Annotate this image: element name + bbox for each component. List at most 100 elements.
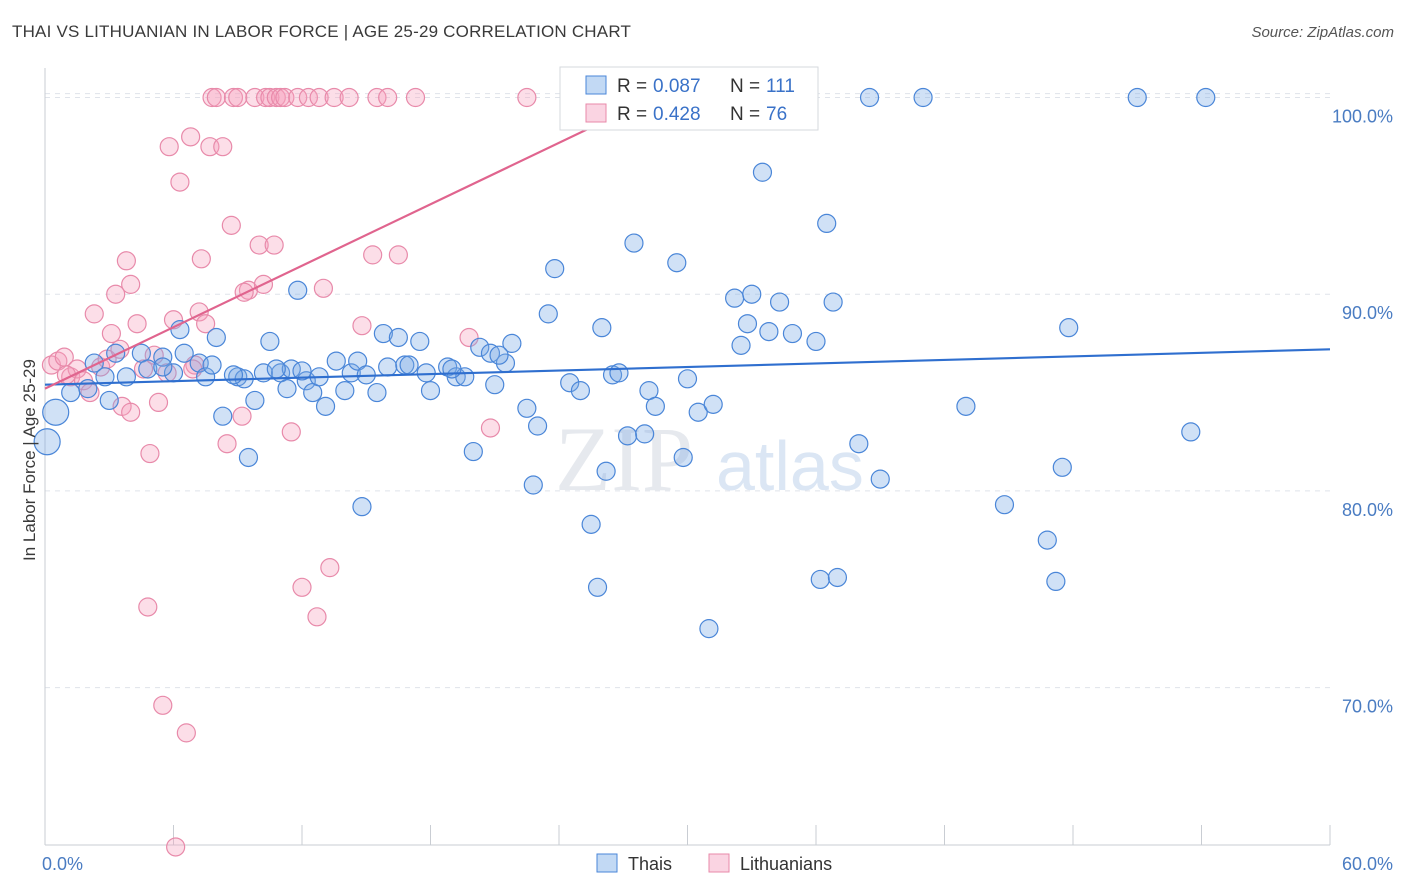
lithuanians-point [378,87,398,108]
lithuanians-point [153,695,173,715]
axes: 70.0% 80.0% 90.0% 100.0% 0.0% 60.0% [42,68,1393,874]
thais-point [367,382,387,403]
lithuanians-point [217,434,237,454]
legend-n-label-thais: N = [730,76,760,97]
lithuanians-point [480,418,501,438]
thais-point [106,343,126,363]
y-tick-label: 90.0% [1342,303,1393,323]
thais-point [527,416,548,436]
lithuanians-point [170,172,190,192]
thais-point [245,390,265,411]
legend-r-value-lithuanians: 0.428 [653,104,701,125]
thais-point [827,567,848,588]
lithuanians-point [213,137,233,157]
thais-point [335,381,355,401]
lithuanians-point [324,87,344,108]
lithuanians-point [313,278,334,298]
y-axis-title: In Labor Force | Age 25-29 [20,359,39,561]
thais-point [399,355,419,375]
source-label: Source: ZipAtlas.com [1251,24,1394,41]
lithuanians-point [191,249,211,269]
thais-point [1037,530,1057,550]
thais-point [667,253,687,273]
thais-point [1196,87,1216,108]
lithuanians-points [41,87,537,857]
thais-point [1046,571,1066,592]
thais-point [153,347,173,367]
thais-point [596,461,616,481]
thais-point [849,434,869,454]
lithuanians-point [298,87,319,108]
thais-point [95,367,115,387]
stats-legend-box [559,66,819,131]
lithuanians-point [255,87,276,108]
thais-point [202,355,222,375]
thais-point [688,402,708,422]
legend-n-value-thais: 111 [766,76,795,97]
lithuanians-point [121,274,141,294]
thais-point [645,396,665,416]
thais-point [416,363,436,383]
lithuanians-point [264,235,284,255]
thais-point [153,357,173,377]
x-tick-label: 60.0% [1342,854,1393,874]
watermark-zip: ZIP [555,408,693,510]
lithuanians-point [292,577,312,597]
trend-lines [44,90,1331,390]
stats-legend: R = 0.087 N = 111 R = 0.428 N = 76 [559,66,819,131]
thais-point [442,359,462,379]
thais-point [1127,87,1147,108]
thais-point [859,87,880,108]
thais-point [823,292,843,312]
thais-point [581,514,601,534]
thais-point [470,337,490,357]
y-tick-label: 80.0% [1342,500,1393,520]
lithuanians-point [260,87,280,108]
thais-point [725,288,745,308]
chart-title: THAI VS LITHUANIAN IN LABOR FORCE | AGE … [12,22,632,41]
lithuanians-point [232,406,252,426]
lithuanians-point [459,327,479,348]
gridlines [45,93,1330,689]
lithuanians-point [517,87,537,108]
thais-point [994,495,1015,515]
lithuanians-point [367,87,387,108]
lithuanians-point [309,87,329,108]
lithuanians-point [245,87,265,108]
thais-point [277,379,297,399]
thais-point [817,213,837,233]
lithuanians-point [166,837,186,857]
thais-point [609,363,629,383]
lithuanians-point [127,314,147,334]
thais-point [769,292,790,312]
thais-point [737,314,758,334]
lithuanians-point [121,402,141,422]
lithuanians-trend-line [44,90,667,390]
lithuanians-point [249,235,269,255]
lithuanians-point [352,316,372,336]
thais-point [213,406,233,426]
bottom-legend-swatch-thais [596,853,618,873]
thais-point [388,327,408,348]
thais-point [174,343,194,363]
legend-r-value-thais: 0.087 [653,76,701,97]
thais-point [870,469,890,489]
legend-r-label-lithuanians: R = [617,104,647,125]
lithuanians-point [84,304,104,324]
thais-point [266,359,286,379]
thais-point [592,318,612,338]
thais-point [1052,457,1072,477]
lithuanians-point [307,607,327,627]
lithuanians-point [101,323,121,344]
lithuanians-point [140,443,160,464]
legend-r-label-thais: R = [617,76,647,97]
thais-point [1059,318,1079,338]
thais-point [624,233,644,253]
lithuanians-point [228,87,248,108]
thais-point [742,284,762,304]
legend-n-label-lithuanians: N = [730,104,760,125]
lithuanians-point [159,137,179,157]
watermark-atlas: atlas [716,427,864,505]
lithuanians-point [138,597,158,617]
